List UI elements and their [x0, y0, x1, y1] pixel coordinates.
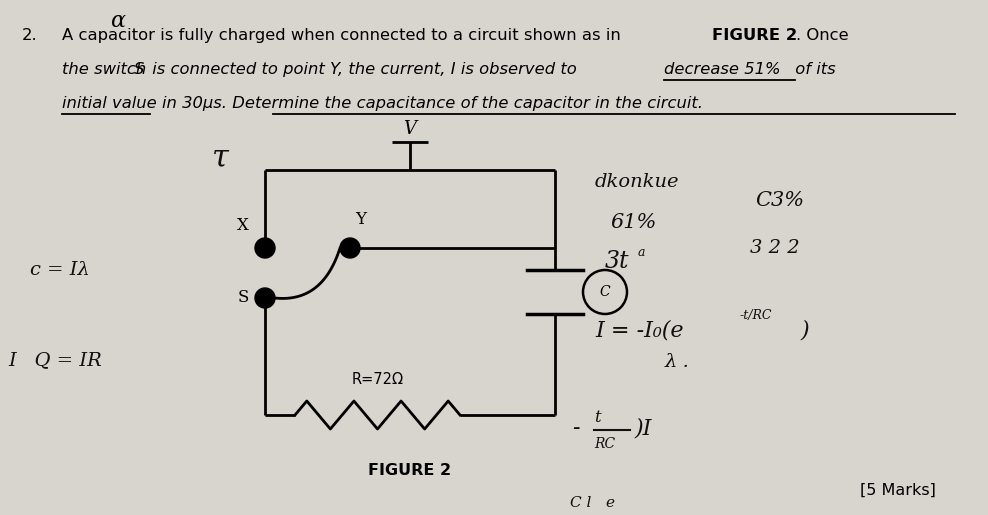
Circle shape	[340, 238, 360, 258]
Text: λ .: λ .	[665, 353, 690, 371]
Text: c = Iλ: c = Iλ	[30, 261, 90, 279]
Text: RC: RC	[594, 437, 616, 451]
Text: FIGURE 2: FIGURE 2	[369, 463, 452, 478]
Text: -: -	[572, 417, 580, 439]
Text: initial value in 30μs. Determine the capacitance of the capacitor in the circuit: initial value in 30μs. Determine the cap…	[62, 96, 703, 111]
Circle shape	[255, 288, 275, 308]
Text: C3%: C3%	[755, 191, 804, 210]
Text: I = -I₀(e: I = -I₀(e	[595, 319, 684, 341]
Text: R=72Ω: R=72Ω	[352, 372, 403, 387]
Text: -t/RC: -t/RC	[740, 308, 773, 321]
Text: the switch: the switch	[62, 62, 151, 77]
Text: is connected to point Y, the current, I is observed to: is connected to point Y, the current, I …	[147, 62, 582, 77]
Text: α: α	[111, 10, 125, 32]
Text: A capacitor is fully charged when connected to a circuit shown as in: A capacitor is fully charged when connec…	[62, 28, 626, 43]
Text: [5 Marks]: [5 Marks]	[860, 483, 936, 497]
Text: C l   e: C l e	[570, 496, 615, 510]
Text: a: a	[638, 246, 645, 259]
Text: 3 2 2: 3 2 2	[750, 239, 799, 257]
Text: dkonkue: dkonkue	[595, 173, 680, 191]
Text: of its: of its	[790, 62, 836, 77]
Text: S: S	[134, 62, 144, 77]
Text: Y: Y	[355, 211, 366, 228]
Text: . Once: . Once	[796, 28, 849, 43]
Text: 61%: 61%	[610, 213, 656, 232]
Text: τ: τ	[211, 143, 228, 174]
Text: C: C	[600, 285, 611, 299]
Text: I   Q = IR: I Q = IR	[8, 351, 102, 369]
Text: S: S	[237, 289, 249, 306]
Text: V: V	[403, 120, 417, 138]
Circle shape	[255, 238, 275, 258]
Text: FIGURE 2: FIGURE 2	[712, 28, 797, 43]
Text: 3t: 3t	[605, 250, 629, 273]
Text: decrease 51%: decrease 51%	[664, 62, 781, 77]
Text: )I: )I	[634, 417, 651, 439]
Text: t: t	[594, 409, 601, 426]
Text: ): )	[800, 319, 808, 341]
Text: X: X	[237, 217, 249, 234]
Text: 2.: 2.	[22, 28, 38, 43]
